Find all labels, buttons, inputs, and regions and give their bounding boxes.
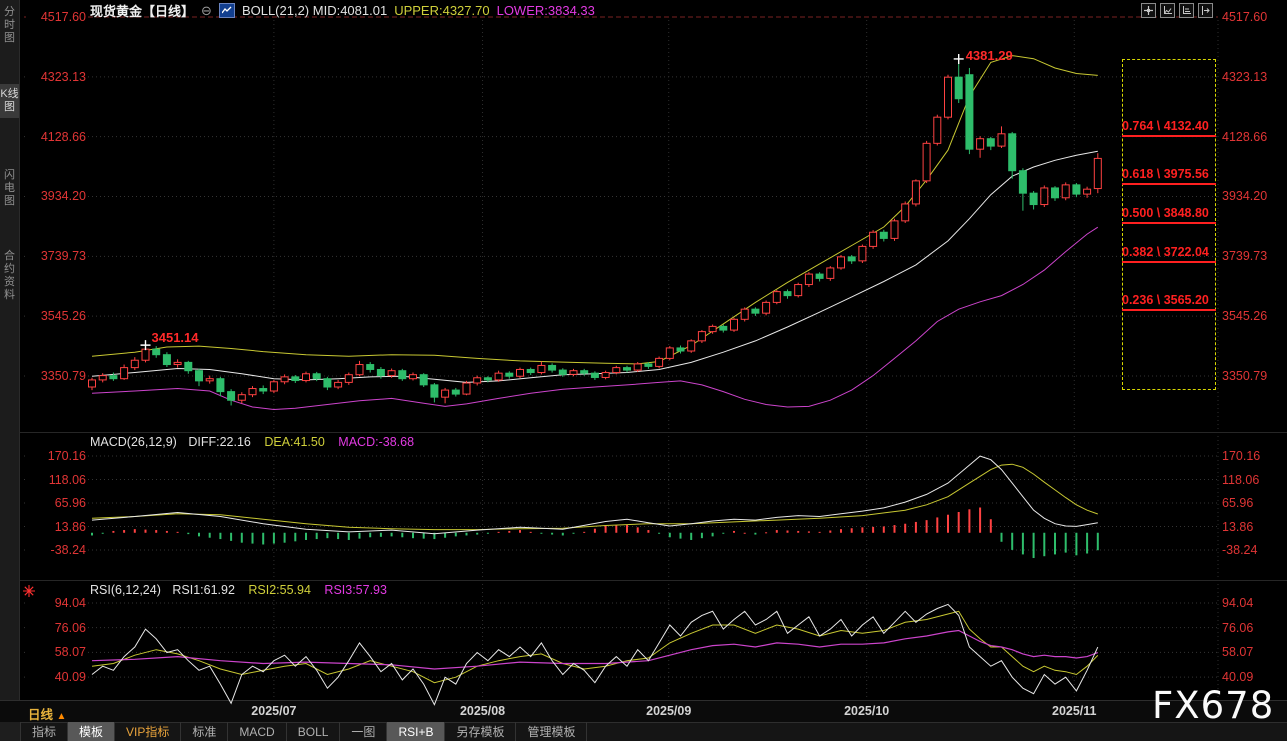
period-label: 日线 — [28, 708, 54, 722]
toolbar-tab[interactable]: MACD — [228, 722, 287, 741]
toolbar-tab[interactable]: 模板 — [68, 722, 116, 741]
macd-axis-label-right: -38.24 — [1222, 543, 1258, 557]
price-axis-label-right: 3350.79 — [1222, 368, 1268, 383]
rsi3-value: RSI3:57.93 — [324, 583, 387, 597]
boll-upper-value: UPPER:4327.70 — [394, 3, 490, 18]
sidebar-item-2[interactable]: K线图 — [0, 84, 19, 118]
collapse-icon[interactable]: ⊖ — [201, 3, 212, 18]
toolbar-tab[interactable]: RSI+B — [387, 722, 446, 741]
rsi-axis-label-left: 94.04 — [26, 596, 86, 610]
macd-axis-label-left: 65.96 — [26, 496, 86, 510]
x-axis-scale-icon[interactable] — [1179, 3, 1194, 18]
rsi-axis-label-right: 58.07 — [1222, 645, 1254, 660]
price-axis-label-right: 4517.60 — [1222, 10, 1268, 24]
indicator-star-icon[interactable] — [23, 584, 35, 597]
time-axis-label: 2025/07 — [251, 704, 297, 718]
time-axis-label: 2025/11 — [1052, 704, 1097, 718]
price-axis-label-left: 4128.66 — [26, 129, 86, 144]
period-tag: 【日线】 — [142, 3, 195, 19]
pan-icon[interactable] — [1141, 3, 1156, 18]
chart-type-sidebar: 分时图 K线图闪电图合约资料 — [0, 0, 20, 700]
watermark: FX678 — [1152, 684, 1275, 727]
macd-dea-value: DEA:41.50 — [264, 435, 325, 449]
toolbar-tab[interactable]: 管理模板 — [516, 722, 588, 741]
toolbar-tab[interactable]: 一图 — [340, 722, 388, 741]
price-axis-label-right: 4128.66 — [1222, 129, 1268, 144]
period-selector[interactable]: 日线 ▲ — [28, 704, 66, 723]
rsi-axis-label-right: 94.04 — [1222, 596, 1254, 610]
rsi-axis-label-left: 40.09 — [26, 670, 86, 685]
price-axis-label-left: 3934.20 — [26, 189, 86, 204]
fib-level[interactable]: 0.236 \ 3565.20 — [1122, 293, 1216, 312]
rsi1-value: RSI1:61.92 — [172, 583, 235, 597]
price-axis-label-left: 3545.26 — [26, 309, 86, 324]
fib-level[interactable]: 0.382 \ 3722.04 — [1122, 245, 1216, 263]
rsi-title: RSI(6,12,24) — [90, 583, 161, 597]
boll-lower-value: LOWER:3834.33 — [496, 3, 595, 18]
macd-panel-header: MACD(26,12,9) DIFF:22.16 DEA:41.50 MACD:… — [90, 435, 414, 449]
sidebar-item-4[interactable]: 合约资料 — [4, 250, 15, 301]
rsi-panel-header: RSI(6,12,24) RSI1:61.92 RSI2:55.94 RSI3:… — [90, 583, 387, 597]
price-annotation-low: 3451.14 — [151, 330, 199, 346]
sidebar-item-3[interactable]: 闪电图 — [4, 169, 15, 207]
time-axis-label: 2025/10 — [844, 704, 890, 718]
fib-level[interactable]: 0.764 \ 4132.40 — [1122, 119, 1216, 137]
macd-axis-label-left: -38.24 — [26, 543, 86, 557]
price-annotation-high: 4381.29 — [965, 47, 1013, 63]
macd-axis-label-left: 170.16 — [26, 449, 86, 463]
price-axis-label-right: 3739.73 — [1222, 249, 1268, 264]
macd-axis-label-right: 65.96 — [1222, 496, 1254, 510]
rsi-axis-label-left: 58.07 — [26, 645, 86, 660]
scroll-right-icon[interactable] — [1198, 3, 1213, 18]
rsi-axis-label-left: 76.06 — [26, 620, 86, 635]
boll-mid-value: BOLL(21,2) MID:4081.01 — [241, 3, 388, 18]
price-axis-label-right: 3545.26 — [1222, 309, 1268, 324]
price-axis-label-left: 3350.79 — [26, 368, 86, 383]
time-axis-label: 2025/08 — [459, 704, 506, 718]
y-axis-scale-icon[interactable] — [1160, 3, 1175, 18]
toolbar-tab[interactable]: VIP指标 — [115, 722, 182, 741]
sidebar-item-1[interactable]: 分时图 — [4, 6, 15, 44]
toolbar-tab[interactable]: 标准 — [181, 722, 229, 741]
macd-diff-value: DIFF:22.16 — [188, 435, 251, 449]
time-axis-row — [0, 700, 1287, 723]
toolbar-tab[interactable]: 指标 — [21, 722, 69, 741]
macd-title: MACD(26,12,9) — [90, 435, 177, 449]
period-arrow-icon: ▲ — [56, 711, 67, 722]
macd-axis-label-right: 170.16 — [1222, 449, 1261, 463]
fib-level[interactable]: 0.500 \ 3848.80 — [1122, 206, 1216, 224]
macd-axis-label-right: 13.86 — [1222, 519, 1254, 534]
template-toolbar — [0, 722, 1287, 741]
price-axis-label-left: 4517.60 — [26, 10, 86, 24]
symbol-name: 现货黄金 — [90, 3, 143, 19]
rsi-axis-label-right: 40.09 — [1222, 670, 1254, 685]
toolbar-tabs: 指标 模板 VIP指标 标准 MACD BOLL 一图 RSI+B 另存模板 管理模板 — [21, 722, 588, 741]
chart-header: 现货黄金【日线】 ⊖ BOLL(21,2) MID:4081.01 UPPER:… — [90, 2, 595, 19]
macd-macd-value: MACD:-38.68 — [338, 435, 415, 449]
time-axis-label: 2025/09 — [646, 704, 692, 718]
chart-tool-icons — [1141, 3, 1213, 18]
toolbar-corner — [0, 722, 21, 741]
price-axis-label-right: 4323.13 — [1222, 69, 1268, 84]
macd-axis-label-left: 118.06 — [26, 472, 86, 487]
fib-level[interactable]: 0.618 \ 3975.56 — [1122, 167, 1216, 185]
fib-retracement-box[interactable] — [1122, 59, 1216, 390]
symbol-title: 现货黄金【日线】 — [90, 1, 194, 21]
macd-axis-label-left: 13.86 — [26, 519, 86, 534]
price-axis-label-left: 3739.73 — [26, 249, 86, 264]
toolbar-tab[interactable]: BOLL — [287, 722, 341, 741]
candlestick-chart-icon[interactable] — [218, 3, 235, 18]
rsi2-value: RSI2:55.94 — [248, 583, 311, 597]
rsi-axis-label-right: 76.06 — [1222, 620, 1254, 635]
price-axis-label-left: 4323.13 — [26, 69, 86, 84]
toolbar-tab[interactable]: 另存模板 — [445, 722, 517, 741]
macd-axis-label-right: 118.06 — [1222, 472, 1260, 487]
price-axis-label-right: 3934.20 — [1222, 189, 1268, 204]
